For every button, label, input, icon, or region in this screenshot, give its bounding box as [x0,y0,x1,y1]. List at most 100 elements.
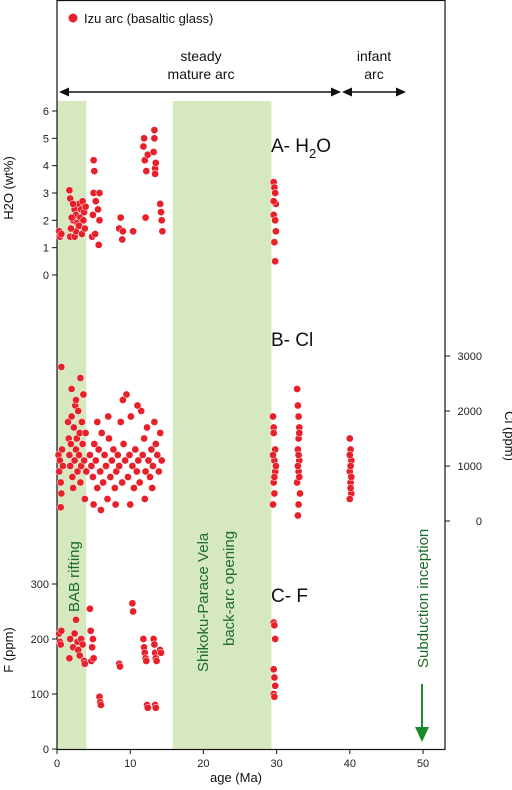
point-cl-38 [86,451,94,459]
point-h2o-28 [90,167,99,175]
y-tick-label-h2o-2: 2 [43,215,49,227]
point-cl-41 [90,440,99,448]
point-f-19 [88,643,96,652]
point-cl-57 [113,451,122,459]
point-cl-4 [57,489,66,498]
legend-marker [68,13,78,23]
arc-stage-mature-line2: mature arc [168,66,235,82]
point-cl-103 [270,489,279,498]
point-cl-24 [74,407,83,415]
point-cl-77 [143,423,151,432]
point-cl-52 [106,473,115,481]
band-label-shikoku-line1: Shikoku-Parace Vela [195,532,212,672]
point-cl-7 [59,462,67,470]
point-f-21 [89,654,98,663]
band-label-bab: BAB rifting [66,541,83,612]
point-cl-13 [67,440,75,448]
point-h2o-62 [271,216,280,225]
point-h2o-20 [80,224,89,233]
point-cl-120 [294,500,303,509]
point-cl-95 [133,401,142,410]
x-tick-label-3: 30 [270,758,282,770]
point-f-27 [128,599,137,608]
arc-stage-mature-arrowhead-left [59,87,69,97]
point-h2o-56 [158,227,167,236]
point-cl-134 [347,473,356,481]
point-cl-92 [140,495,149,503]
point-f-46 [270,621,279,630]
point-cl-37 [72,396,80,404]
point-f-44 [157,648,165,657]
point-h2o-31 [94,205,102,214]
panel-label-h2o-sub: 2 [309,146,316,161]
point-cl-125 [295,473,304,481]
point-f-2 [56,640,65,649]
point-f-37 [150,640,159,649]
point-cl-49 [102,462,110,470]
point-cl-25 [75,451,83,459]
point-cl-54 [109,445,118,454]
point-cl-40 [89,473,97,481]
point-cl-83 [151,440,160,448]
point-cl-121 [294,511,302,520]
point-cl-58 [115,462,124,470]
band-label-shikoku-line2: back-arc opening [221,531,238,646]
point-cl-67 [128,462,137,470]
point-cl-55 [110,484,119,492]
band-1 [172,101,272,749]
point-cl-64 [124,473,132,481]
point-cl-65 [125,451,134,459]
point-cl-35 [82,467,91,476]
point-h2o-46 [141,213,150,222]
point-f-28 [129,607,137,616]
point-cl-106 [272,462,280,470]
point-cl-79 [146,473,154,481]
y-tick-label-h2o-3: 3 [43,188,49,200]
point-cl-78 [144,456,153,465]
point-h2o-32 [95,189,104,197]
arc-stage-infant-line1: infant [357,48,391,64]
x-tick-label-2: 20 [197,758,209,770]
point-h2o-48 [150,134,159,143]
point-f-20 [89,635,97,643]
point-cl-5 [56,503,65,512]
point-cl-123 [294,451,303,459]
point-cl-16 [68,473,77,481]
panel-label-cl: B- Cl [271,330,313,351]
point-h2o-21 [67,213,76,222]
point-cl-126 [345,434,354,443]
y-axis-title-h2o: H2O (wt%) [1,156,16,220]
point-h2o-64 [270,238,279,247]
point-cl-74 [138,451,147,459]
arc-stage-mature-arrowhead-right [331,87,341,97]
y-tick-label-h2o-4: 4 [43,161,49,173]
point-cl-53 [108,456,116,465]
point-f-42 [151,703,160,712]
point-h2o-22 [67,224,75,233]
point-cl-135 [345,451,354,459]
point-h2o-26 [89,211,97,219]
point-h2o-37 [116,213,125,222]
y-axis-title-cl: Cl (ppm) [502,411,512,461]
point-cl-36 [76,374,85,382]
point-h2o-5 [65,186,74,195]
y-axis-title-f: F (ppm) [1,627,16,673]
point-h2o-35 [91,230,99,238]
point-cl-112 [294,412,303,421]
point-h2o-66 [269,197,278,206]
point-cl-84 [153,451,162,459]
point-f-29 [139,635,148,643]
point-cl-96 [93,418,102,426]
point-h2o-54 [157,208,165,216]
point-f-17 [86,626,95,635]
point-h2o-29 [89,156,98,165]
point-cl-46 [97,429,106,437]
point-cl-73 [137,407,146,415]
point-cl-107 [269,429,278,437]
point-cl-27 [76,478,85,487]
point-h2o-53 [156,200,165,208]
point-cl-93 [104,412,113,421]
point-cl-69 [131,445,140,454]
point-cl-94 [119,396,127,404]
